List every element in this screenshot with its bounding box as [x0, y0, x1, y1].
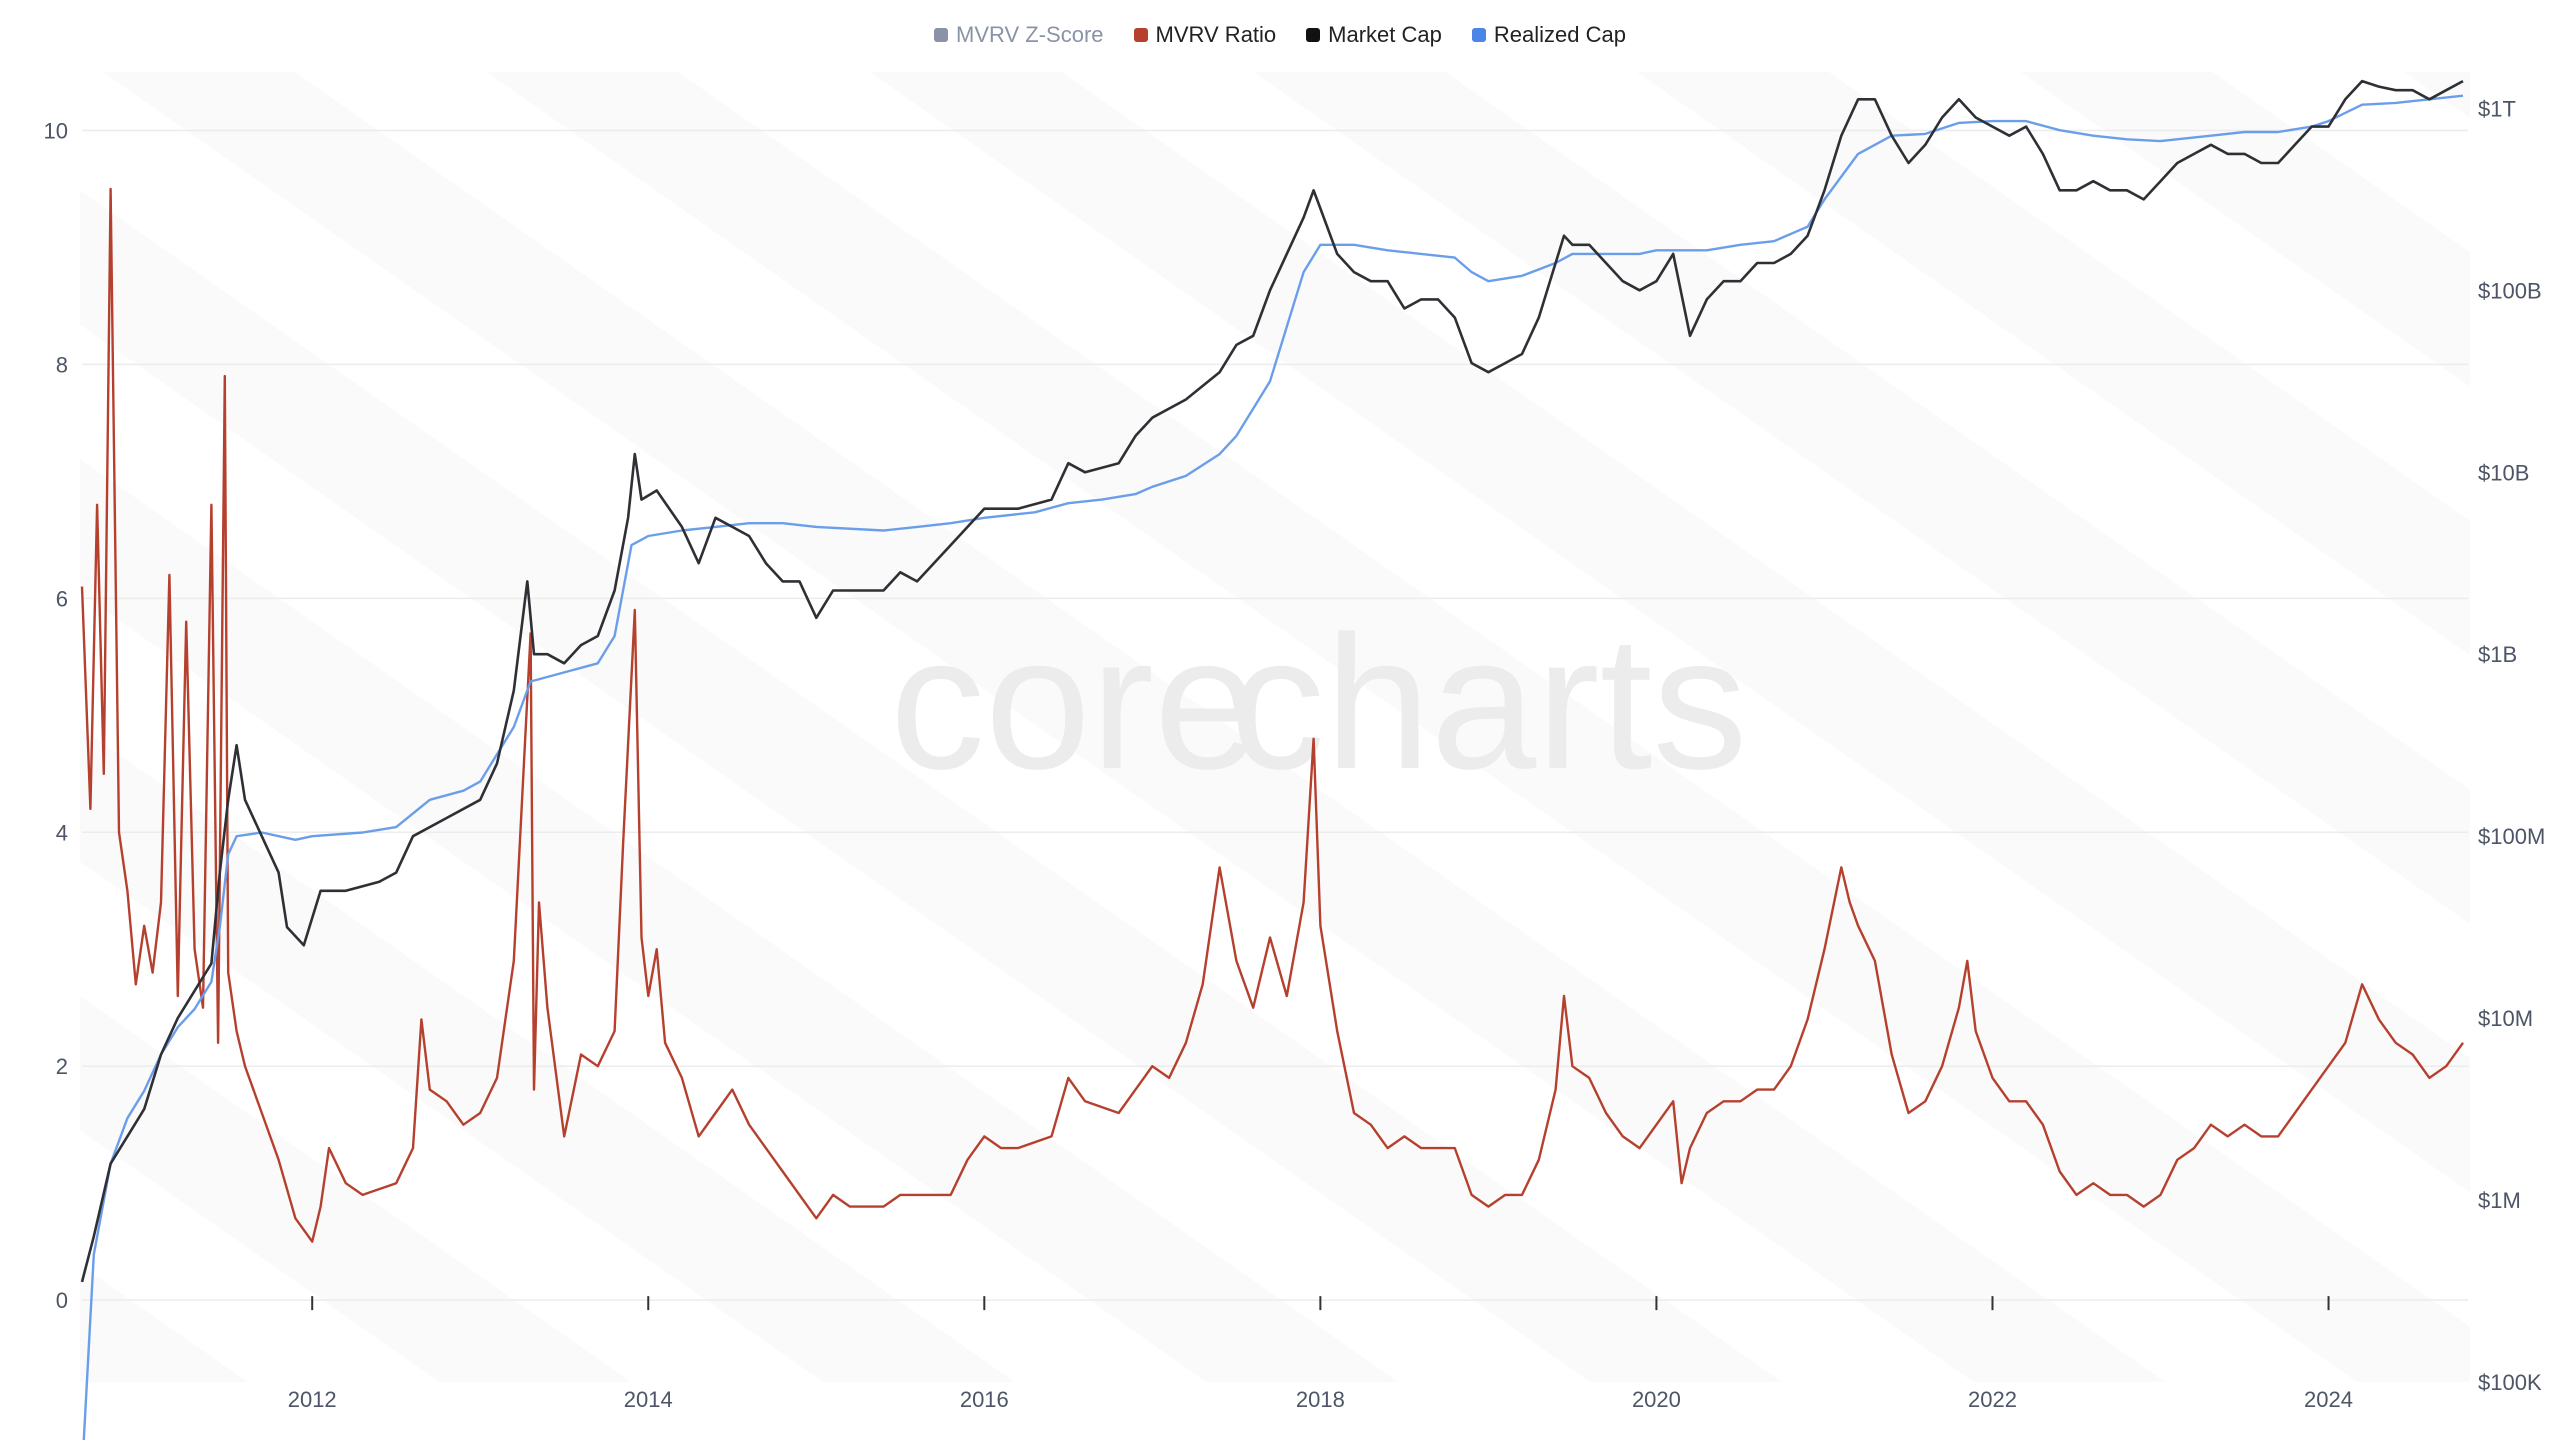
x-tick-label: 2016: [960, 1387, 1009, 1412]
left-tick-label: 0: [56, 1288, 68, 1313]
legend: MVRV Z-Score MVRV Ratio Market Cap Reali…: [0, 22, 2560, 48]
right-tick-label: $100M: [2478, 824, 2545, 849]
legend-swatch-realized-cap: [1471, 28, 1486, 42]
legend-swatch-market-cap: [1306, 28, 1321, 42]
legend-label-realized-cap: Realized Cap: [1493, 22, 1626, 47]
legend-item-market-cap[interactable]: Market Cap: [1306, 22, 1442, 48]
x-tick-label: 2018: [1296, 1387, 1345, 1412]
left-tick-label: 2: [56, 1054, 68, 1079]
mvrv-ratio-line: [80, 187, 2464, 1243]
plot-background: [80, 72, 2470, 1382]
right-tick-label: $1B: [2478, 642, 2517, 667]
legend-item-mvrv-ratio[interactable]: MVRV Ratio: [1133, 22, 1277, 48]
left-tick-label: 10: [44, 118, 68, 143]
left-tick-label: 4: [56, 820, 68, 845]
x-tick-label: 2014: [624, 1387, 673, 1412]
x-tick-label: 2022: [1968, 1387, 2017, 1412]
watermark-core: core: [890, 597, 1260, 809]
right-tick-label: $10B: [2478, 460, 2529, 485]
market-cap-line: [80, 79, 2464, 1283]
legend-item-mvrv-z-score[interactable]: MVRV Z-Score: [934, 22, 1104, 48]
right-tick-label: $100B: [2478, 278, 2542, 303]
legend-swatch-mvrv-z-score: [934, 28, 949, 42]
right-tick-label: $100K: [2478, 1370, 2542, 1395]
left-axis: 0 2 4 6 8 10: [44, 118, 68, 1313]
right-tick-label: $10M: [2478, 1006, 2533, 1031]
legend-label-mvrv-ratio: MVRV Ratio: [1155, 22, 1277, 47]
series-group: [80, 79, 2464, 1440]
legend-label-market-cap: Market Cap: [1328, 22, 1442, 47]
legend-item-realized-cap[interactable]: Realized Cap: [1471, 22, 1626, 48]
left-tick-label: 8: [56, 352, 68, 377]
x-tick-label: 2012: [288, 1387, 337, 1412]
right-axis: $100K $1M $10M $100M $1B $10B $100B $1T: [2478, 96, 2545, 1395]
x-axis: 2012 2014 2016 2018 2020 2022 2024: [288, 1296, 2353, 1412]
realized-cap-line: [82, 94, 2464, 1440]
legend-label-mvrv-z-score: MVRV Z-Score: [956, 22, 1104, 47]
left-tick-label: 6: [56, 586, 68, 611]
right-tick-label: $1M: [2478, 1188, 2521, 1213]
legend-swatch-mvrv-ratio: [1133, 28, 1148, 42]
watermark-charts: charts: [1230, 597, 1747, 809]
x-tick-label: 2024: [2304, 1387, 2353, 1412]
x-tick-label: 2020: [1632, 1387, 1681, 1412]
right-tick-label: $1T: [2478, 96, 2516, 121]
